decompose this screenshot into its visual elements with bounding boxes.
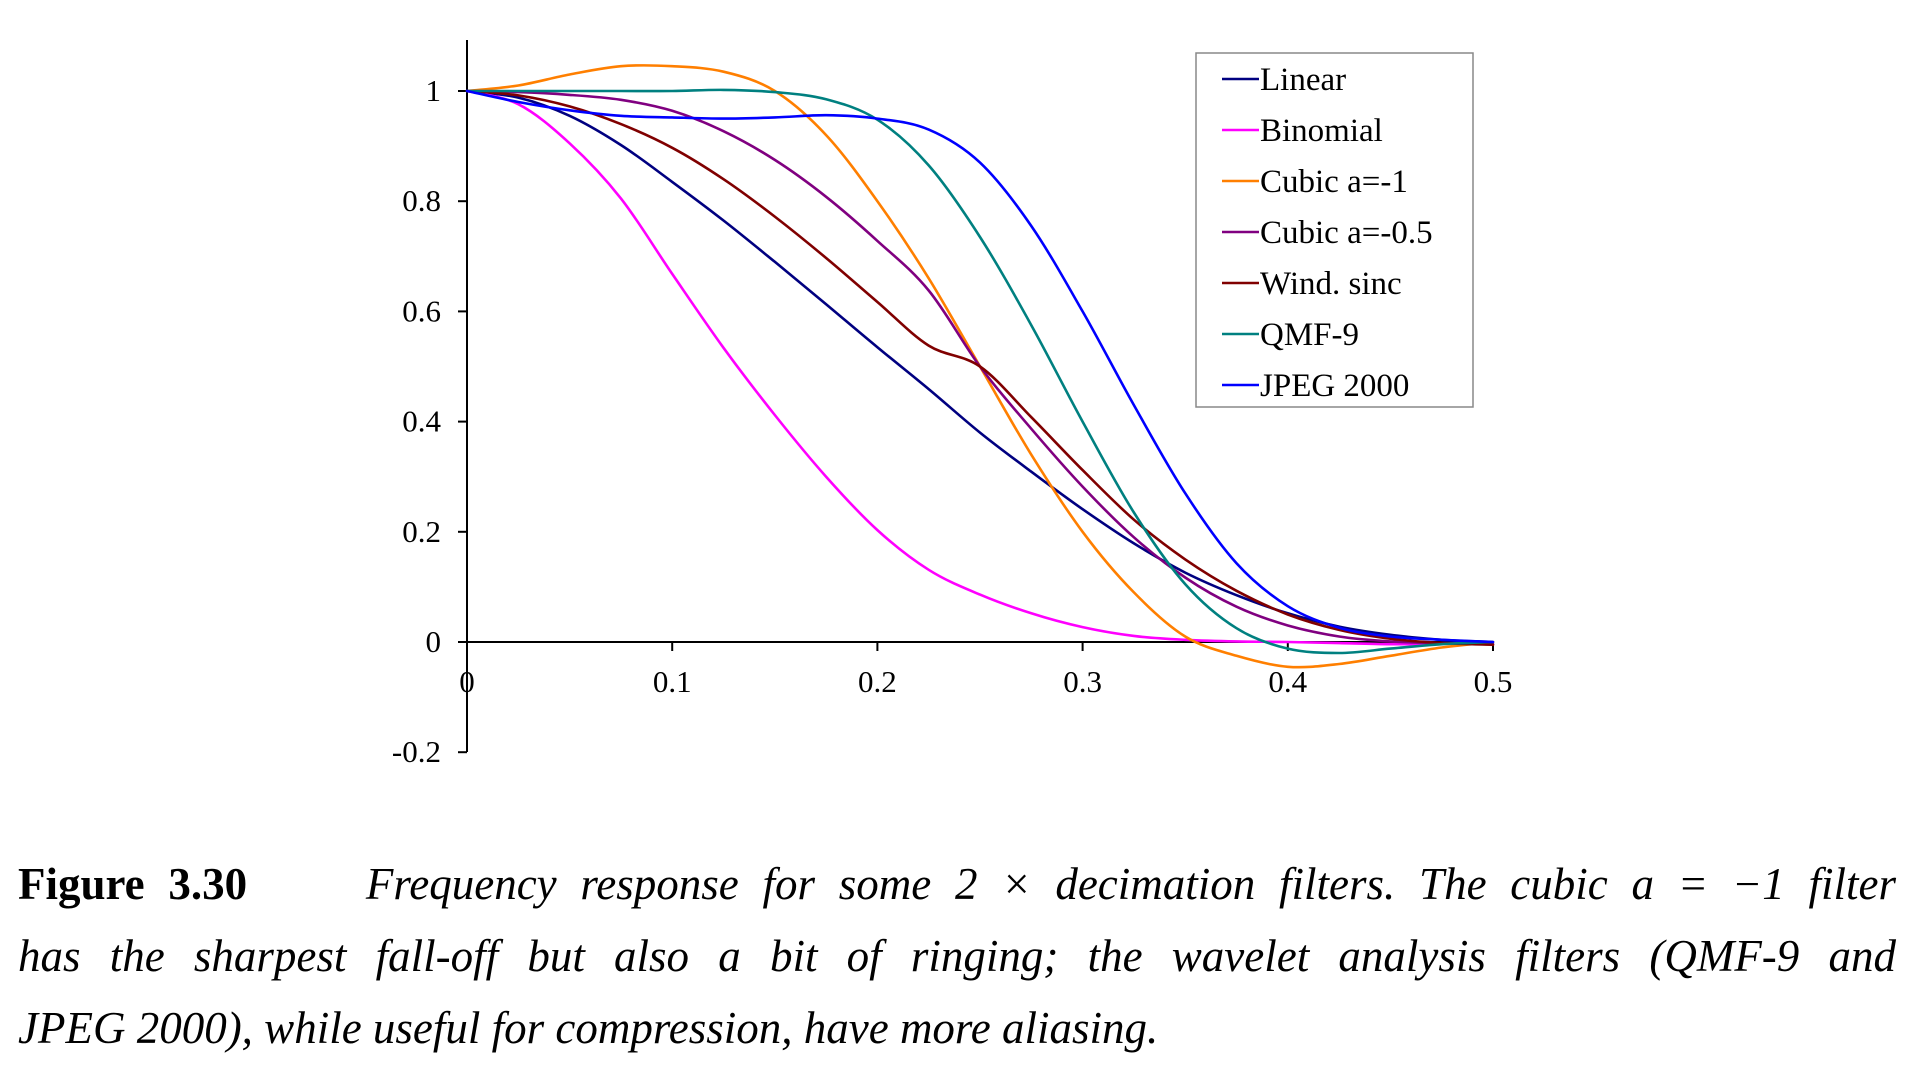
caption-line-3: JPEG 2000), while useful for compression… — [18, 1003, 1159, 1053]
caption-line-1: Figure 3.30 Frequency response for some … — [18, 848, 1896, 920]
x-tick-label: 0.3 — [1063, 664, 1102, 699]
legend-label-qmf-9: QMF-9 — [1260, 317, 1359, 353]
series-line-wind-sinc — [465, 89, 1495, 647]
caption-text-1: Frequency response for some 2 × decimati… — [365, 859, 1896, 909]
y-tick-label: -0.2 — [392, 734, 441, 769]
x-tick-label: 0 — [459, 664, 475, 699]
x-tick-label: 0.1 — [653, 664, 692, 699]
figure-caption: Figure 3.30 Frequency response for some … — [18, 848, 1896, 1064]
series-line-binomial — [465, 89, 1495, 646]
legend-label-cubic-a-0-5: Cubic a=-0.5 — [1260, 215, 1433, 251]
legend-box — [1195, 52, 1474, 408]
legend-label-linear: Linear — [1260, 62, 1346, 98]
caption-line-2: has the sharpest fall-off but also a bit… — [18, 931, 1896, 981]
x-tick-label: 0.4 — [1268, 664, 1307, 699]
figure-label: Figure 3.30 — [18, 859, 248, 909]
series-line-qmf-9 — [465, 88, 1495, 655]
chart-series — [465, 64, 1495, 669]
y-tick-label: 0.2 — [402, 514, 441, 549]
y-tick-label: 1 — [426, 73, 442, 108]
legend-label-wind-sinc: Wind. sinc — [1260, 266, 1402, 302]
legend-label-jpeg-2000: JPEG 2000 — [1260, 368, 1409, 404]
x-tick-label: 0.5 — [1474, 664, 1513, 699]
series-line-jpeg-2000 — [465, 89, 1495, 644]
chart-axes: -0.2 0 0.2 0.4 0.6 0.8 1 0 0.1 0.2 0.3 0.4 0.5 — [392, 40, 1512, 769]
chart-legend: Linear Binomial Cubic a=-1 Cubic a=-0.5 Wind… — [1195, 52, 1474, 408]
y-tick-label: 0.8 — [402, 183, 441, 218]
legend-label-binomial: Binomial — [1260, 113, 1383, 149]
y-tick-label: 0.4 — [402, 404, 441, 439]
legend-label-cubic-a-1: Cubic a=-1 — [1260, 164, 1408, 200]
frequency-response-chart: -0.2 0 0.2 0.4 0.6 0.8 1 0 0.1 0.2 0.3 0.4 0.5 Linea… — [392, 40, 1512, 769]
y-tick-label: 0 — [426, 624, 442, 659]
x-tick-label: 0.2 — [858, 664, 897, 699]
y-tick-label: 0.6 — [402, 293, 441, 328]
